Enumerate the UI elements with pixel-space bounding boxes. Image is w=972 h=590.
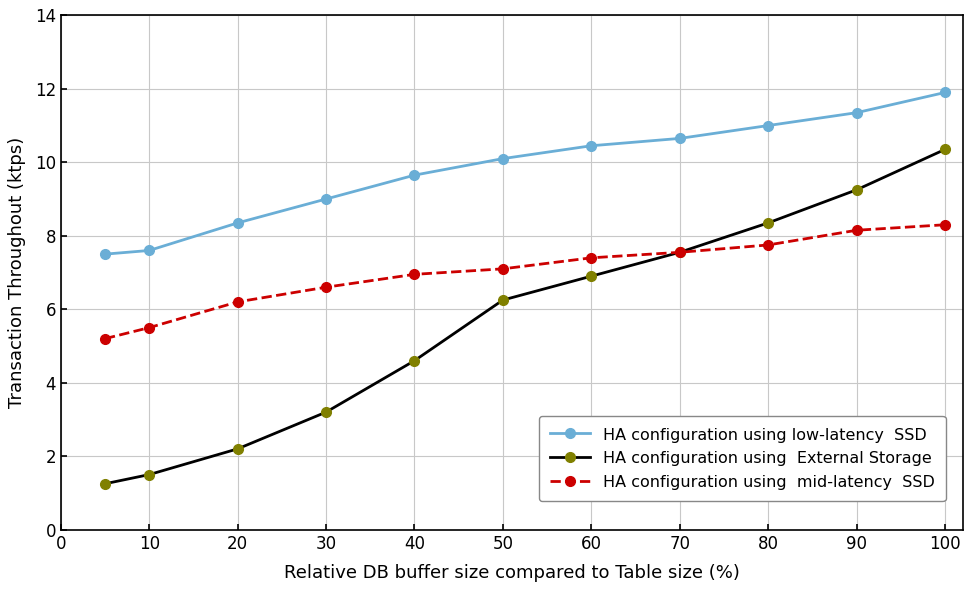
HA configuration using low-latency  SSD xyxy=(850,109,862,116)
Legend: HA configuration using low-latency  SSD, HA configuration using  External Storag: HA configuration using low-latency SSD, … xyxy=(538,416,946,501)
Line: HA configuration using low-latency  SSD: HA configuration using low-latency SSD xyxy=(100,88,950,259)
HA configuration using low-latency  SSD xyxy=(231,219,243,227)
HA configuration using  External Storage xyxy=(320,409,331,416)
Line: HA configuration using  External Storage: HA configuration using External Storage xyxy=(100,145,950,489)
HA configuration using  mid-latency  SSD xyxy=(99,335,111,342)
HA configuration using  mid-latency  SSD xyxy=(497,266,508,273)
HA configuration using low-latency  SSD xyxy=(939,89,951,96)
HA configuration using  mid-latency  SSD xyxy=(320,284,331,291)
HA configuration using  mid-latency  SSD xyxy=(762,241,774,248)
Line: HA configuration using  mid-latency  SSD: HA configuration using mid-latency SSD xyxy=(100,220,950,343)
HA configuration using low-latency  SSD xyxy=(585,142,597,149)
Y-axis label: Transaction Throughout (ktps): Transaction Throughout (ktps) xyxy=(9,137,26,408)
HA configuration using  External Storage xyxy=(408,357,420,364)
HA configuration using  mid-latency  SSD xyxy=(408,271,420,278)
HA configuration using low-latency  SSD xyxy=(143,247,155,254)
HA configuration using  External Storage xyxy=(231,445,243,453)
HA configuration using  External Storage xyxy=(99,480,111,487)
HA configuration using  mid-latency  SSD xyxy=(585,254,597,261)
HA configuration using  External Storage xyxy=(497,297,508,304)
HA configuration using  External Storage xyxy=(674,249,685,256)
HA configuration using  External Storage xyxy=(585,273,597,280)
HA configuration using  External Storage xyxy=(762,219,774,227)
X-axis label: Relative DB buffer size compared to Table size (%): Relative DB buffer size compared to Tabl… xyxy=(284,563,740,582)
HA configuration using low-latency  SSD xyxy=(762,122,774,129)
HA configuration using  External Storage xyxy=(939,146,951,153)
HA configuration using low-latency  SSD xyxy=(497,155,508,162)
HA configuration using  mid-latency  SSD xyxy=(143,324,155,331)
HA configuration using  mid-latency  SSD xyxy=(231,299,243,306)
HA configuration using low-latency  SSD xyxy=(99,251,111,258)
HA configuration using  External Storage xyxy=(143,471,155,478)
HA configuration using  mid-latency  SSD xyxy=(850,227,862,234)
HA configuration using low-latency  SSD xyxy=(320,195,331,202)
HA configuration using  mid-latency  SSD xyxy=(674,249,685,256)
HA configuration using low-latency  SSD xyxy=(408,172,420,179)
HA configuration using low-latency  SSD xyxy=(674,135,685,142)
HA configuration using  External Storage xyxy=(850,186,862,194)
HA configuration using  mid-latency  SSD xyxy=(939,221,951,228)
